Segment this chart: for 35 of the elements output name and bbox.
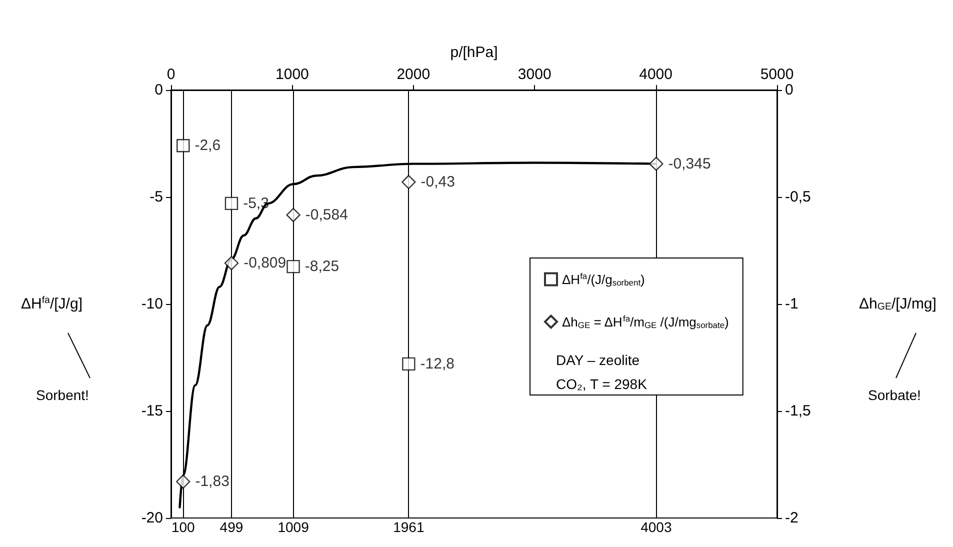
text: Sorbent!: [36, 387, 89, 403]
y-tick-label: 0: [154, 82, 163, 98]
ref-line-label: 1009: [278, 519, 310, 535]
y-tick-label: -10: [141, 296, 163, 312]
x-tick-label: 0: [166, 66, 176, 83]
data-label: -0,345: [668, 155, 711, 172]
data-label: -1,83: [195, 473, 230, 490]
ref-line-label: 100: [171, 519, 196, 535]
annotation: CO₂, T = 298K: [556, 376, 648, 392]
ref-line-label: 4003: [640, 519, 672, 535]
x-tick-label: 2000: [396, 66, 430, 83]
y-tick-label: -20: [141, 510, 163, 526]
y-tick-label: -15: [141, 402, 163, 420]
x-tick-label: 3000: [518, 66, 552, 83]
y2-axis-title: ΔhGE/[J/mg]: [859, 296, 936, 312]
y2-tick-label: -1: [785, 296, 798, 312]
x-tick-label: 5000: [760, 66, 794, 83]
annotation: DAY – zeolite: [556, 352, 640, 368]
y2-tick-label: -2: [785, 510, 798, 526]
y-tick-label: -5: [150, 188, 163, 206]
x-tick-label: 4000: [639, 66, 672, 83]
data-label: -0,809: [244, 254, 286, 272]
data-label: -2,6: [194, 137, 221, 154]
data-label: -12,8: [420, 355, 454, 372]
text: Sorbate!: [868, 387, 921, 403]
data-label: -0,584: [305, 206, 348, 224]
y2-tick-label: -0,5: [785, 188, 811, 206]
y2-tick-label: -1,5: [785, 402, 811, 420]
data-label: -0,43: [420, 174, 455, 191]
x-tick-label: 1000: [276, 66, 309, 83]
ref-line-label: 1961: [393, 519, 424, 535]
x-axis-title: p/[hPa]: [450, 44, 498, 61]
y2-tick-label: 0: [785, 82, 794, 98]
data-label: -8,25: [304, 258, 340, 276]
ref-line-label: 499: [220, 519, 244, 535]
